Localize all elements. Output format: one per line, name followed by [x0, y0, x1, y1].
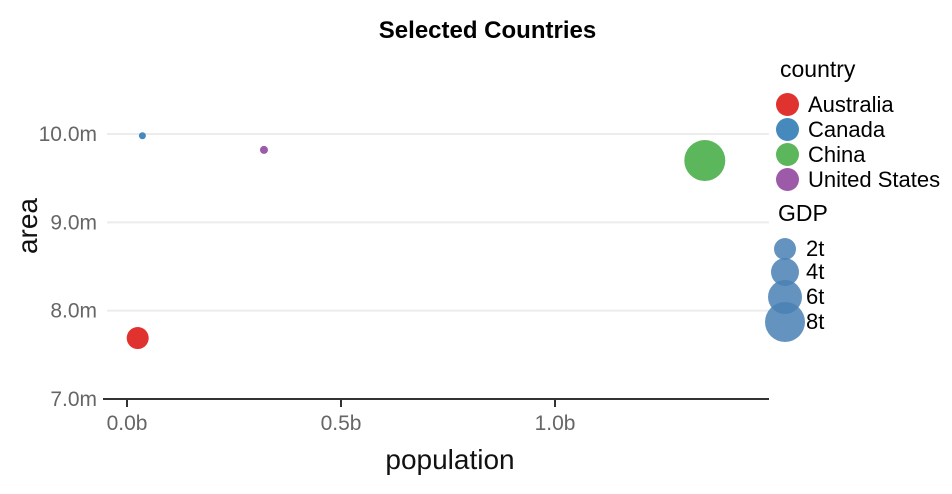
legend-item-australia: Australia: [776, 92, 940, 117]
legend-swatch-circle-icon: [776, 143, 799, 166]
gdp-size-circle-2t: [774, 238, 796, 260]
x-axis-title: population: [385, 444, 515, 475]
country-legend-items: Australia Canada China United States: [776, 92, 940, 192]
data-point-china: [684, 140, 726, 182]
data-point-united-states: [259, 145, 268, 154]
gdp-legend-title: GDP: [778, 200, 828, 226]
x-tick-label: 1.0b: [535, 412, 576, 435]
legend-swatch-circle-icon: [776, 118, 799, 141]
legend-item-united-states: United States: [776, 167, 940, 192]
legend-item-canada: Canada: [776, 117, 940, 142]
legend-item-label: Canada: [808, 116, 886, 142]
legend-swatch-circle-icon: [776, 168, 799, 191]
gdp-size-label: 2t: [806, 236, 825, 261]
y-axis-title: area: [12, 197, 43, 255]
data-point-canada: [138, 132, 146, 140]
gdp-size-circle-8t: [765, 302, 805, 342]
gdp-size-label: 8t: [806, 309, 825, 334]
x-tick-label: 0.0b: [107, 412, 148, 435]
gdp-size-legend: GDP 2t 4t 6t 8t: [765, 200, 946, 351]
country-legend: country Australia Canada China United State…: [776, 56, 940, 192]
data-point-australia: [126, 327, 149, 350]
legend-item-label: China: [808, 141, 866, 167]
legend-item-china: China: [776, 142, 940, 167]
country-legend-title: country: [780, 56, 856, 82]
legend-swatch-circle-icon: [776, 93, 799, 116]
legend-item-label: Australia: [808, 91, 894, 117]
x-tick-label: 0.5b: [321, 412, 362, 435]
y-tick-label: 9.0m: [50, 211, 97, 234]
y-tick-label: 10.0m: [39, 123, 97, 146]
y-tick-label: 8.0m: [50, 300, 97, 323]
gdp-size-label: 6t: [806, 284, 825, 309]
chart-title: Selected Countries: [378, 17, 597, 44]
gdp-legend-items: 2t 4t 6t 8t: [765, 236, 946, 351]
gdp-size-label: 4t: [806, 259, 825, 284]
y-tick-label: 7.0m: [50, 388, 97, 411]
legend-item-label: United States: [808, 166, 941, 192]
